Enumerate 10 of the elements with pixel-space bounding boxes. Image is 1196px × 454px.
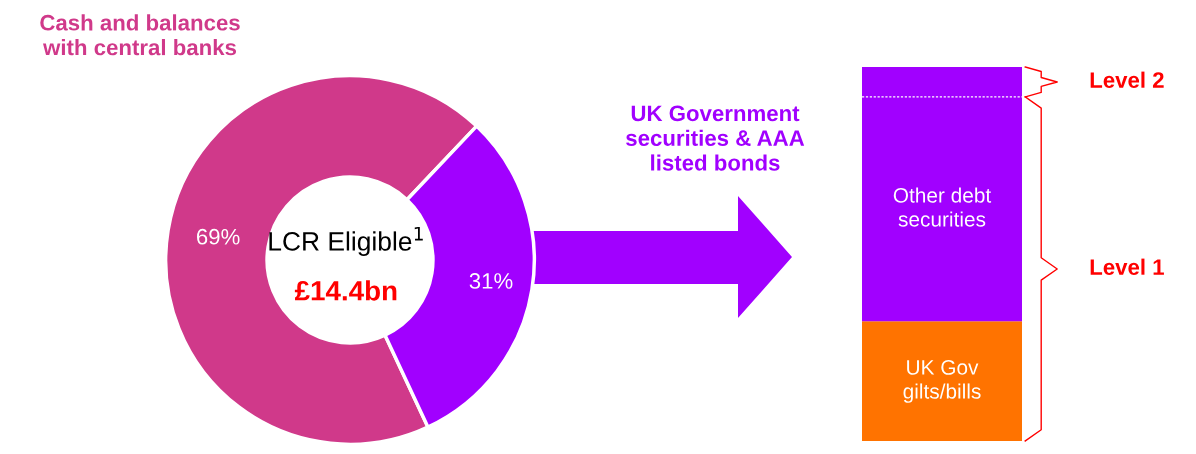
series-label: UK Gov gilts/bills xyxy=(903,360,981,403)
slice-label: Cash and balances with central banks xyxy=(40,14,240,56)
data-label: 31% xyxy=(469,273,513,289)
text: Level 1 xyxy=(1090,258,1164,275)
text: £14.4bn xyxy=(294,280,397,301)
text: Level 2 xyxy=(1090,71,1164,88)
slice-label: UK Government securities & AAA listed bonds xyxy=(626,105,805,171)
text: LCR Eligible$^{1}$ xyxy=(269,226,423,256)
data-label: 69% xyxy=(196,228,240,245)
series-label: Other debt securities xyxy=(893,187,992,227)
